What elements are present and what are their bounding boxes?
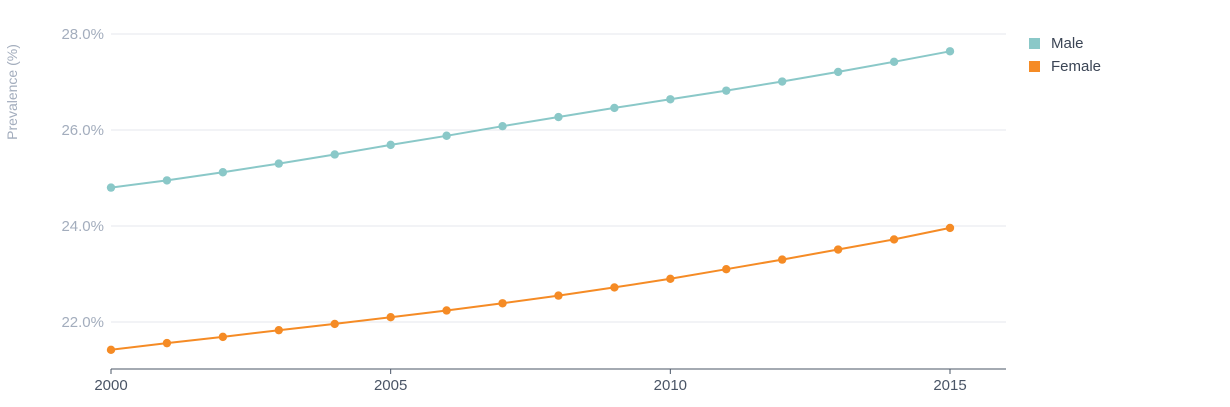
data-point-female[interactable]	[778, 255, 787, 264]
y-tick-label: 26.0%	[61, 122, 104, 139]
data-point-female[interactable]	[218, 332, 228, 342]
data-point-female[interactable]	[106, 345, 116, 355]
x-tick-label: 2015	[933, 377, 966, 394]
data-point-female[interactable]	[442, 306, 451, 315]
data-point-male[interactable]	[889, 57, 899, 67]
data-point-female[interactable]	[722, 265, 731, 274]
data-point-male[interactable]	[442, 131, 451, 140]
data-point-male[interactable]	[778, 77, 787, 86]
legend: Male Female	[1029, 35, 1101, 75]
data-point-male[interactable]	[386, 140, 395, 150]
x-tick-label: 2000	[94, 377, 127, 394]
legend-swatch-female	[1029, 61, 1040, 72]
data-point-female[interactable]	[386, 313, 395, 322]
y-axis-title: Prevalence (%)	[4, 44, 20, 140]
data-point-female[interactable]	[889, 235, 899, 244]
data-point-male[interactable]	[498, 121, 507, 131]
data-point-male[interactable]	[666, 95, 675, 104]
data-point-female[interactable]	[274, 325, 283, 335]
data-point-male[interactable]	[722, 86, 731, 95]
legend-label-male[interactable]: Male	[1051, 35, 1084, 52]
data-point-female[interactable]	[554, 291, 563, 300]
series-line-female	[110, 226, 951, 351]
data-point-male[interactable]	[330, 150, 339, 159]
data-point-female[interactable]	[498, 299, 507, 308]
legend-swatch-male	[1029, 38, 1040, 49]
data-point-female[interactable]	[610, 283, 619, 292]
data-point-male[interactable]	[162, 176, 172, 185]
legend-label-female[interactable]: Female	[1051, 58, 1101, 75]
axes: 22.0% 24.0% 26.0% 28.0% 2000 2005 2010 2015	[61, 26, 1006, 394]
data-point-female[interactable]	[162, 338, 172, 348]
data-point-female[interactable]	[666, 274, 675, 283]
gridlines	[111, 33, 1006, 323]
series	[106, 47, 955, 355]
data-point-male[interactable]	[274, 159, 283, 168]
data-point-male[interactable]	[554, 112, 563, 122]
data-point-female[interactable]	[330, 319, 339, 329]
data-point-female[interactable]	[833, 245, 843, 254]
data-point-male[interactable]	[106, 183, 116, 192]
y-tick-label: 28.0%	[61, 26, 104, 43]
y-tick-label: 24.0%	[61, 218, 104, 235]
data-point-male[interactable]	[218, 168, 228, 177]
data-point-male[interactable]	[610, 103, 619, 113]
y-tick-label: 22.0%	[61, 314, 104, 331]
data-point-male[interactable]	[945, 47, 955, 56]
x-tick-label: 2010	[654, 377, 687, 394]
x-tick-label: 2005	[374, 377, 407, 394]
data-point-male[interactable]	[833, 67, 843, 77]
series-line-male	[110, 50, 951, 189]
data-point-female[interactable]	[945, 223, 955, 233]
